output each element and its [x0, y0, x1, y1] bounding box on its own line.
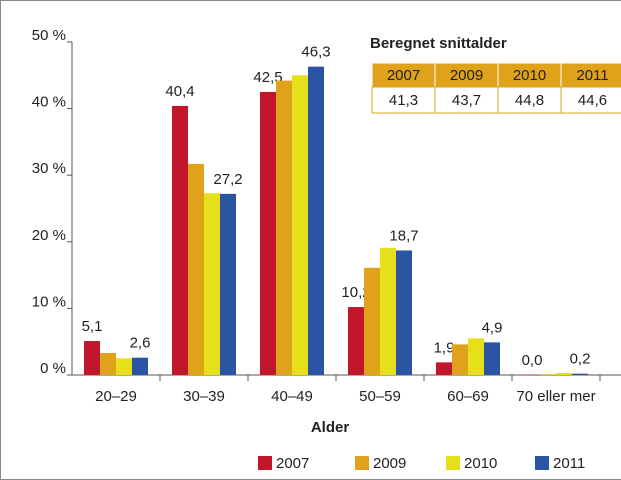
bar — [84, 341, 100, 375]
table-title: Beregnet snittalder — [370, 35, 507, 52]
bar — [436, 362, 452, 375]
bar — [396, 250, 412, 375]
table-header: 2007 — [387, 67, 420, 84]
bar — [276, 80, 292, 376]
data-label: 2,6 — [130, 335, 151, 352]
x-tick-label: 70 eller mer — [516, 388, 595, 405]
legend-swatch — [258, 456, 272, 470]
table-cell — [560, 86, 621, 114]
table-header-cell — [560, 62, 621, 88]
bar — [468, 338, 484, 375]
bar — [204, 193, 220, 375]
data-label: 42,5 — [253, 69, 282, 86]
bar — [172, 105, 188, 375]
y-tick-label: 20 % — [32, 227, 66, 244]
data-label: 4,9 — [482, 319, 503, 336]
legend-swatch — [355, 456, 369, 470]
bar — [484, 342, 500, 375]
x-tick-label: 50–59 — [359, 388, 401, 405]
table-cell — [371, 86, 436, 114]
bar — [524, 375, 540, 376]
table-header: 2011 — [576, 67, 608, 84]
y-tick-label: 10 % — [32, 293, 66, 310]
legend-swatch — [446, 456, 460, 470]
bar — [452, 344, 468, 375]
bar — [556, 373, 572, 375]
legend-label: 2009 — [373, 455, 406, 472]
bar — [364, 267, 380, 375]
y-tick-label: 50 % — [32, 27, 66, 44]
x-tick-label: 20–29 — [95, 388, 137, 405]
bar — [100, 353, 116, 375]
y-tick-label: 0 % — [40, 360, 66, 377]
bar — [116, 358, 132, 375]
bar — [540, 374, 556, 375]
x-tick-label: 60–69 — [447, 388, 489, 405]
table-value: 41,3 — [389, 92, 418, 109]
data-label: 27,2 — [213, 171, 242, 188]
bar — [308, 66, 324, 375]
x-axis-label: Alder — [311, 419, 350, 436]
bar — [220, 193, 236, 375]
legend-label: 2010 — [464, 455, 497, 472]
x-tick-label: 40–49 — [271, 388, 313, 405]
table-cell — [434, 86, 499, 114]
data-label: 10,2 — [341, 284, 370, 301]
data-label: 5,1 — [82, 318, 103, 335]
data-label: 40,4 — [165, 83, 194, 100]
data-label: 46,3 — [301, 44, 330, 61]
data-label: 1,9 — [434, 339, 455, 356]
bar — [260, 91, 276, 375]
table-value: 44,6 — [578, 92, 607, 109]
table-value: 43,7 — [452, 92, 481, 109]
bar — [292, 75, 308, 376]
legend-label: 2007 — [276, 455, 309, 472]
bar — [348, 307, 364, 375]
bar — [380, 247, 396, 375]
bar — [188, 163, 204, 375]
data-label: 18,7 — [389, 227, 418, 244]
legend-swatch — [535, 456, 549, 470]
y-tick-label: 30 % — [32, 160, 66, 177]
bar — [572, 373, 588, 375]
table-header: 2010 — [513, 67, 546, 84]
table-header-cell — [434, 62, 499, 88]
x-tick-label: 30–39 — [183, 388, 225, 405]
bar — [132, 357, 148, 375]
data-label: 0,0 — [522, 352, 543, 369]
y-tick-label: 40 % — [32, 94, 66, 111]
table-header: 2009 — [450, 67, 483, 84]
legend-label: 2011 — [553, 455, 585, 472]
data-label: 0,2 — [570, 351, 591, 368]
table-value: 44,8 — [515, 92, 544, 109]
